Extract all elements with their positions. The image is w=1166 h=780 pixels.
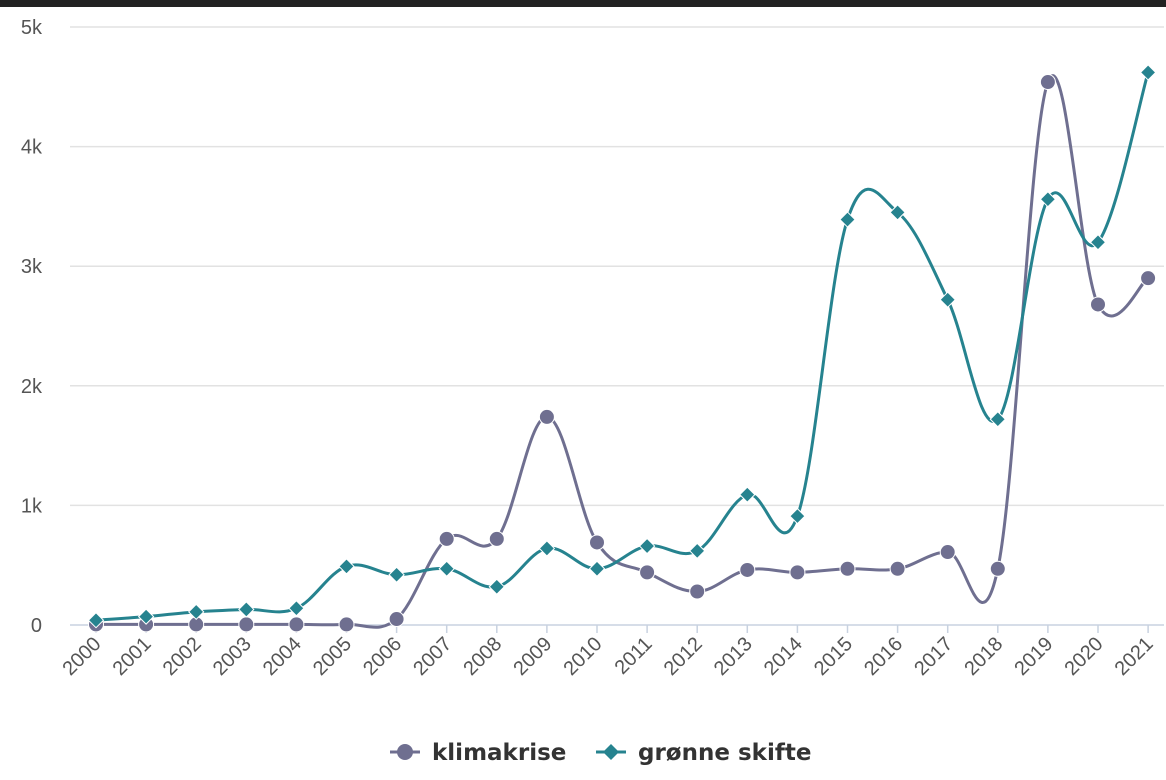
data-point[interactable]	[939, 544, 956, 561]
legend-label: klimakrise	[432, 740, 566, 766]
x-tick-label: 2009	[509, 633, 556, 680]
data-point[interactable]	[1140, 270, 1157, 287]
series-1	[87, 64, 1157, 629]
x-tick-label: 2008	[459, 633, 506, 680]
data-point[interactable]	[87, 612, 105, 629]
data-point[interactable]	[1039, 191, 1057, 208]
data-point[interactable]	[639, 564, 656, 581]
data-point[interactable]	[839, 560, 856, 577]
x-tick-label: 2003	[209, 633, 256, 680]
data-point[interactable]	[638, 537, 656, 555]
y-tick-label: 1k	[21, 495, 43, 517]
grid-lines	[70, 26, 1164, 626]
data-point[interactable]	[1089, 234, 1107, 251]
x-tick-label: 2005	[309, 633, 356, 680]
x-tick-label: 2001	[109, 633, 156, 680]
data-point[interactable]	[739, 486, 756, 503]
x-tick-label: 2019	[1010, 633, 1057, 680]
x-tick-label: 2021	[1111, 633, 1158, 680]
data-point[interactable]	[1039, 74, 1056, 91]
x-tick-label: 2012	[660, 633, 707, 680]
data-point[interactable]	[689, 583, 706, 600]
data-point[interactable]	[839, 211, 856, 228]
data-point[interactable]	[688, 542, 706, 560]
legend-item-1[interactable]: grønne skifte	[596, 740, 811, 766]
series-group	[87, 64, 1157, 633]
data-point[interactable]	[338, 558, 355, 575]
y-tick-label: 2k	[21, 376, 43, 398]
data-point[interactable]	[1090, 296, 1106, 313]
data-point[interactable]	[388, 611, 405, 628]
data-point[interactable]	[588, 560, 606, 577]
data-point[interactable]	[238, 616, 255, 633]
data-point[interactable]	[388, 566, 405, 583]
series-line-1	[94, 70, 1150, 622]
data-point[interactable]	[488, 578, 506, 595]
data-point[interactable]	[989, 411, 1007, 428]
data-point[interactable]	[288, 616, 305, 633]
data-point[interactable]	[187, 603, 205, 621]
data-point[interactable]	[438, 560, 455, 577]
data-point[interactable]	[538, 408, 555, 425]
data-point[interactable]	[589, 534, 605, 551]
data-point[interactable]	[338, 616, 355, 633]
y-axis-ticks: 0 1k 2k 3k 4k 5k	[21, 17, 43, 637]
x-tick-label: 2010	[560, 633, 607, 680]
data-point[interactable]	[238, 601, 255, 618]
x-tick-label: 2004	[259, 633, 306, 680]
x-tick-label: 2015	[810, 633, 857, 680]
legend[interactable]: klimakrise grønne skifte	[390, 740, 811, 766]
x-tick-label: 2017	[910, 633, 957, 680]
data-point[interactable]	[538, 540, 556, 557]
legend-item-0[interactable]: klimakrise	[390, 740, 566, 766]
y-tick-label: 5k	[21, 17, 43, 39]
x-axis-ticks: 2000 2001 2002 2003 2004 2005 2006 2007 2008 2009…	[59, 625, 1158, 680]
x-tick-label: 2006	[359, 633, 406, 680]
legend-label: grønne skifte	[638, 740, 811, 766]
series-line-0	[94, 74, 1150, 629]
x-tick-label: 2020	[1061, 633, 1108, 680]
data-point[interactable]	[889, 204, 906, 221]
y-tick-label: 3k	[21, 256, 43, 278]
series-0	[88, 74, 1157, 633]
x-tick-label: 2002	[159, 633, 206, 680]
y-tick-label: 0	[31, 615, 42, 637]
data-point[interactable]	[989, 560, 1006, 577]
data-point[interactable]	[288, 600, 305, 617]
top-bar	[0, 0, 1166, 7]
x-tick-label: 2011	[611, 633, 657, 679]
legend-circle-icon	[397, 744, 413, 760]
data-point[interactable]	[789, 507, 806, 525]
x-tick-label: 2014	[760, 633, 807, 680]
x-tick-label: 2018	[960, 633, 1007, 680]
data-point[interactable]	[789, 564, 806, 581]
data-point[interactable]	[889, 560, 906, 577]
data-point[interactable]	[438, 530, 455, 547]
x-tick-label: 2016	[860, 633, 907, 680]
data-point[interactable]	[1139, 64, 1157, 81]
legend-diamond-icon	[603, 744, 619, 760]
data-point[interactable]	[939, 291, 956, 308]
data-point[interactable]	[137, 608, 155, 625]
data-point[interactable]	[739, 561, 756, 578]
x-tick-label: 2007	[409, 633, 456, 680]
x-tick-label: 2013	[710, 633, 757, 680]
data-point[interactable]	[488, 530, 505, 547]
y-tick-label: 4k	[21, 137, 43, 159]
x-tick-label: 2000	[59, 633, 106, 680]
